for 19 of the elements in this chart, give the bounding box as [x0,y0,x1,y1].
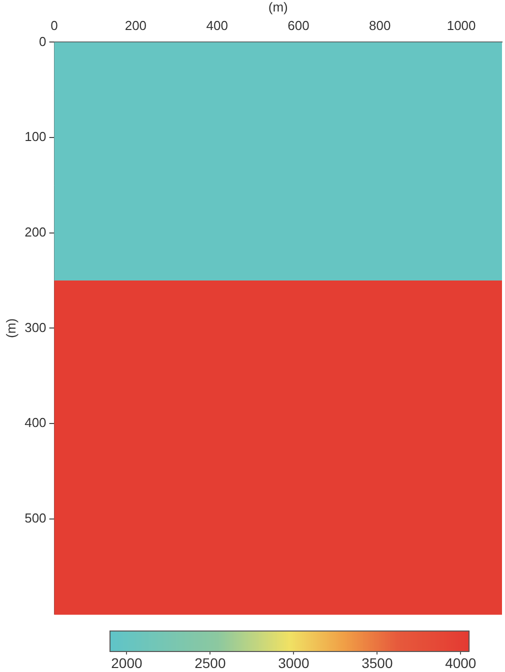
y-axis-title: (m) [3,318,18,338]
color-bar-label: 3500 [362,654,393,671]
x-tick-label: 200 [124,18,147,33]
x-tick-label: 600 [288,18,310,33]
x-tick-label: 800 [369,18,391,33]
x-tick-label: 1000 [446,18,476,33]
color-bar-label: 3000 [278,654,310,671]
y-tick-label: 200 [24,224,46,240]
y-tick-label: 100 [24,129,46,144]
color-bar-label: 2500 [194,654,226,671]
y-tick-label: 400 [24,415,46,430]
x-tick-label: 400 [206,18,228,33]
x-axis-title: (m) [268,0,288,14]
y-tick-label: 500 [24,510,46,526]
color-bar-label: 2000 [111,654,142,671]
y-tick-label: 0 [39,34,46,49]
color-bar-label: 4000 [445,654,476,671]
x-tick-label: 0 [50,18,58,33]
y-tick-label: 300 [24,320,46,335]
